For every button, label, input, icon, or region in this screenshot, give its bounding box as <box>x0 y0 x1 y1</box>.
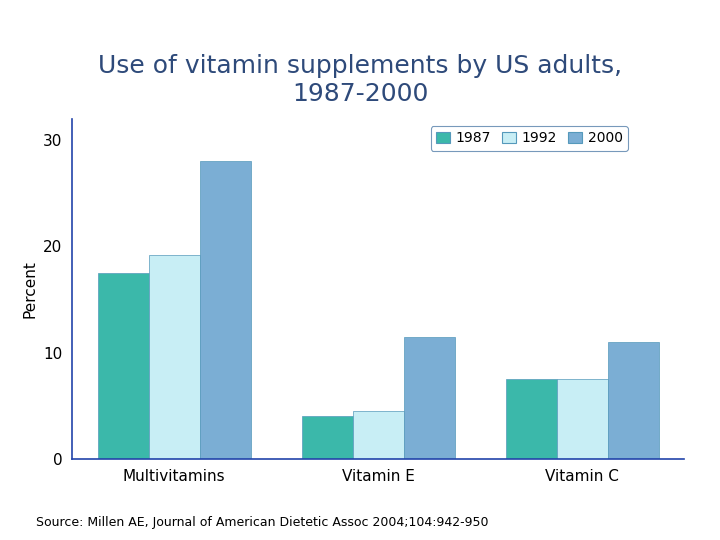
Bar <box>97 273 148 459</box>
Bar <box>403 337 454 459</box>
Legend: 1987, 1992, 2000: 1987, 1992, 2000 <box>431 126 628 151</box>
Bar <box>302 416 353 459</box>
Text: Use of vitamin supplements by US adults,
1987-2000: Use of vitamin supplements by US adults,… <box>98 54 622 106</box>
Bar <box>353 411 403 459</box>
Text: Source: Millen AE, Journal of American Dietetic Assoc 2004;104:942-950: Source: Millen AE, Journal of American D… <box>36 516 488 529</box>
Bar <box>557 379 608 459</box>
Bar <box>199 161 251 459</box>
Y-axis label: Percent: Percent <box>22 260 37 318</box>
Bar <box>608 342 659 459</box>
Bar <box>505 379 557 459</box>
Bar <box>148 255 199 459</box>
